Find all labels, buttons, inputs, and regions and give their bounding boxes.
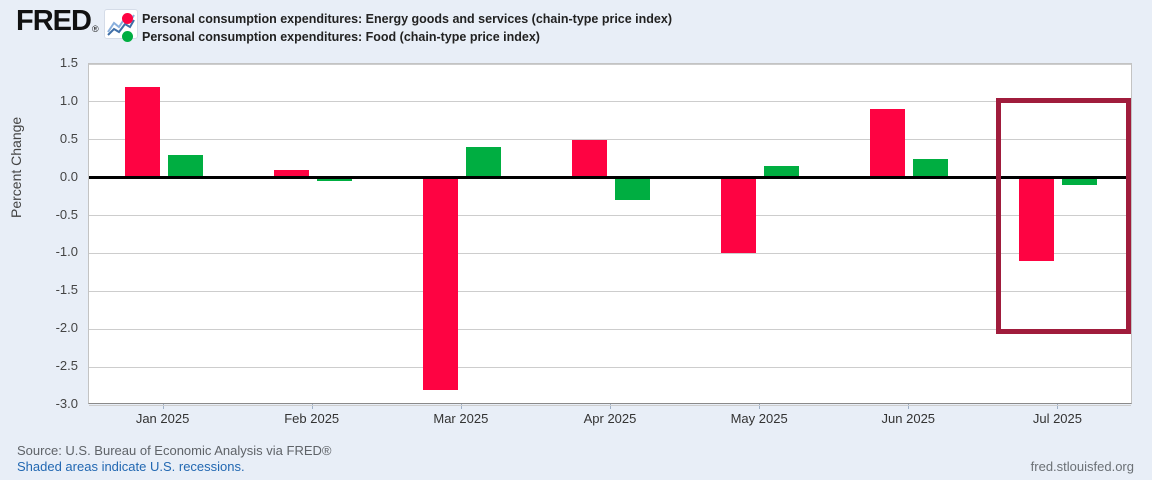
- y-tick-label: -1.5: [55, 282, 78, 298]
- x-tick: [908, 404, 910, 409]
- gridline: [89, 63, 1131, 65]
- bar-energy-may-2025: [721, 177, 757, 254]
- x-tick: [162, 404, 164, 409]
- bar-food-apr-2025: [615, 177, 650, 201]
- legend-label: Personal consumption expenditures: Energ…: [142, 11, 672, 26]
- x-tick-label: Jun 2025: [881, 411, 936, 426]
- x-tick-label: Feb 2025: [284, 411, 340, 426]
- bar-energy-jun-2025: [870, 109, 906, 178]
- y-tick-label: -2.5: [55, 358, 78, 374]
- x-tick: [460, 404, 462, 409]
- bar-energy-jul-2025: [1019, 177, 1055, 261]
- bar-food-jan-2025: [167, 154, 203, 178]
- y-tick-label: -1.0: [55, 244, 78, 260]
- gridline: [89, 328, 1131, 330]
- x-tick-label: May 2025: [730, 411, 788, 426]
- y-tick-label: -0.5: [55, 206, 78, 222]
- x-tick: [759, 404, 761, 409]
- bar-energy-feb-2025: [273, 170, 309, 178]
- bar-food-jun-2025: [913, 158, 949, 178]
- gridline: [89, 404, 1131, 406]
- y-tick-label: 1.0: [59, 92, 78, 108]
- y-tick-label: 0.0: [59, 168, 78, 184]
- bar-food-feb-2025: [316, 177, 352, 182]
- bar-food-may-2025: [764, 166, 800, 178]
- x-tick: [311, 404, 313, 409]
- y-tick-label: 0.5: [59, 130, 78, 146]
- fred-logo-text: FRED: [16, 5, 92, 37]
- source-attribution: Source: U.S. Bureau of Economic Analysis…: [17, 443, 332, 458]
- plot-area: [88, 63, 1132, 406]
- bar-food-jul-2025: [1062, 177, 1098, 186]
- x-tick: [610, 404, 611, 409]
- gridline: [89, 366, 1131, 368]
- fred-logo: FRED ®: [16, 6, 138, 39]
- highlight-rectangle-jul-2025: [996, 98, 1131, 334]
- x-tick-label: Jan 2025: [135, 411, 190, 426]
- chart-legend: Personal consumption expenditures: Energ…: [122, 11, 672, 44]
- y-tick-label: -2.0: [55, 320, 78, 336]
- bar-energy-mar-2025: [422, 177, 458, 390]
- zero-baseline: [89, 176, 1131, 180]
- gridline: [89, 215, 1131, 217]
- bar-energy-apr-2025: [572, 139, 607, 178]
- bar-food-mar-2025: [465, 147, 501, 178]
- bar-energy-jan-2025: [124, 86, 160, 178]
- y-tick-label: -3.0: [55, 396, 78, 411]
- legend-dot-icon: [122, 13, 133, 24]
- legend-label: Personal consumption expenditures: Food …: [142, 29, 540, 44]
- gridline: [89, 139, 1131, 141]
- x-tick-label: Mar 2025: [433, 411, 489, 426]
- gridline: [89, 252, 1131, 254]
- x-tick: [1057, 404, 1059, 409]
- legend-item-food: Personal consumption expenditures: Food …: [122, 29, 672, 44]
- gridline: [89, 101, 1131, 103]
- x-tick-label: Jul 2025: [1032, 411, 1082, 426]
- x-tick-label: Apr 2025: [583, 411, 637, 426]
- gridline: [89, 290, 1131, 292]
- y-tick-label: 1.5: [59, 55, 78, 70]
- legend-item-energy: Personal consumption expenditures: Energ…: [122, 11, 672, 26]
- legend-dot-icon: [122, 31, 133, 42]
- fred-site-link[interactable]: fred.stlouisfed.org: [1030, 459, 1134, 474]
- recessions-link[interactable]: Shaded areas indicate U.S. recessions.: [17, 459, 245, 474]
- registered-trademark-symbol: ®: [91, 24, 99, 34]
